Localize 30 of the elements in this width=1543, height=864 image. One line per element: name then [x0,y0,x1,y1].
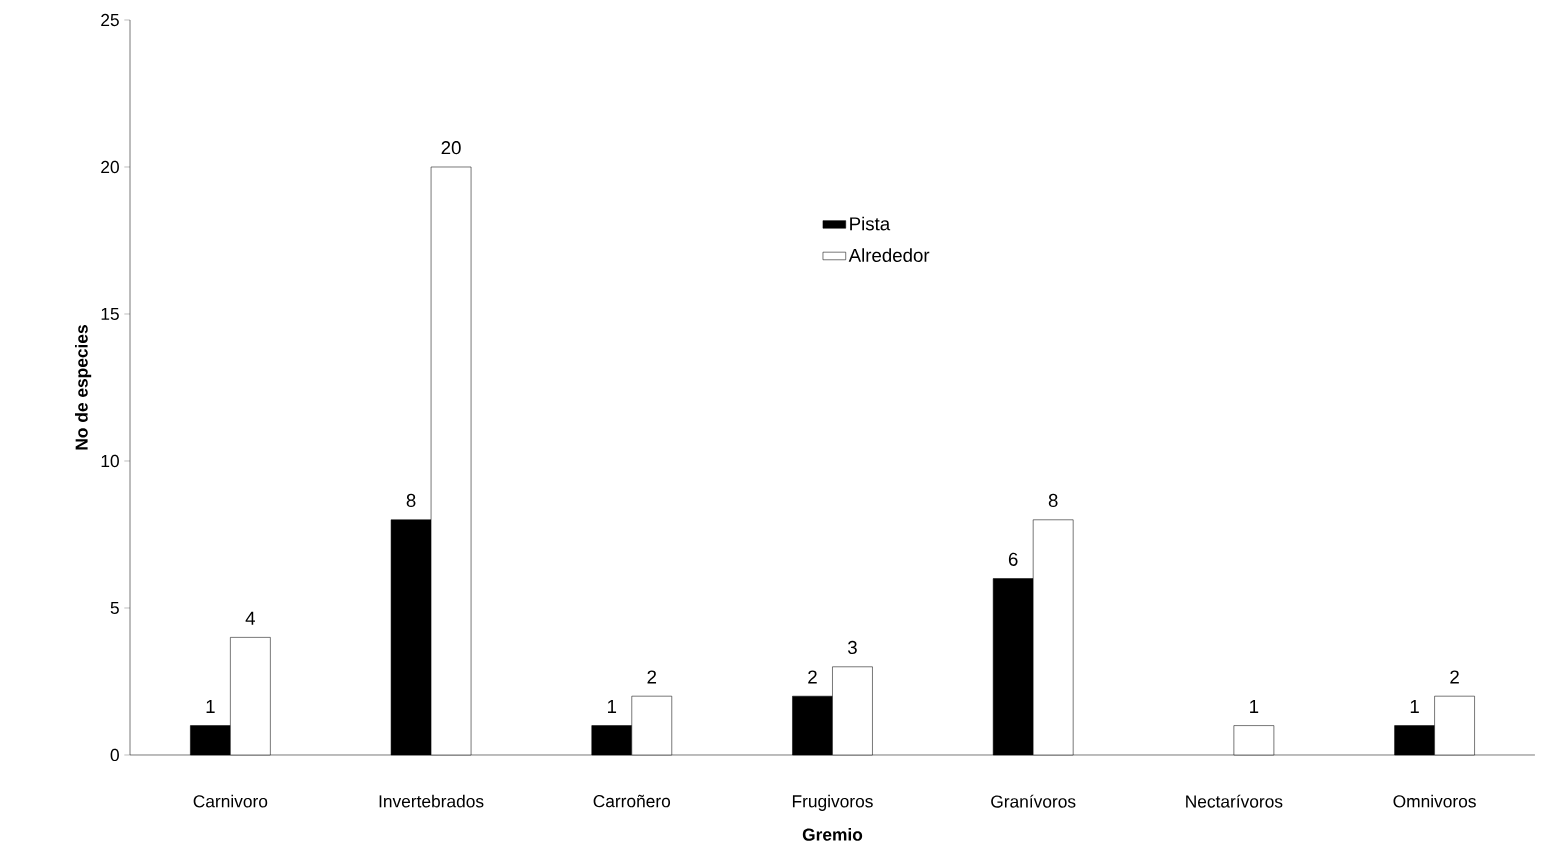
data-label: 2 [647,670,657,684]
data-label: 1 [1250,700,1259,713]
y-tick-label: 0 [110,748,119,762]
data-label: 20 [441,141,461,155]
legend-label: Alrededor [848,248,930,262]
x-tick-label: Frugivoros [792,794,873,811]
y-tick-label: 15 [101,307,119,321]
y-tick-label: 20 [101,160,119,174]
y-tick-label: 5 [110,601,119,615]
x-tick-label: Carnivoro [193,794,268,808]
x-tick-label: Invertebrados [379,794,484,808]
x-tick-label: Granívoros [991,794,1076,808]
data-label: 2 [1450,670,1459,684]
legend-label: Pista [850,216,891,231]
data-label: 1 [1410,700,1419,713]
y-axis-title: No de especies [75,325,92,450]
data-label: 6 [1008,552,1018,566]
y-tick-label: 10 [101,454,119,468]
x-tick-label: Carroñero [593,794,671,808]
x-tick-label: Omnivoros [1393,794,1476,808]
data-label: 3 [847,640,857,655]
y-tick-label: 25 [101,13,119,27]
data-label: 4 [245,611,255,625]
data-label: 1 [206,700,215,713]
data-label: 1 [608,700,617,713]
x-axis-title: Gremio [802,828,863,841]
data-label: 2 [808,670,817,684]
data-label: 8 [406,493,416,508]
x-tick-label: Nectarívoros [1186,794,1283,808]
data-label: 8 [1048,493,1058,508]
